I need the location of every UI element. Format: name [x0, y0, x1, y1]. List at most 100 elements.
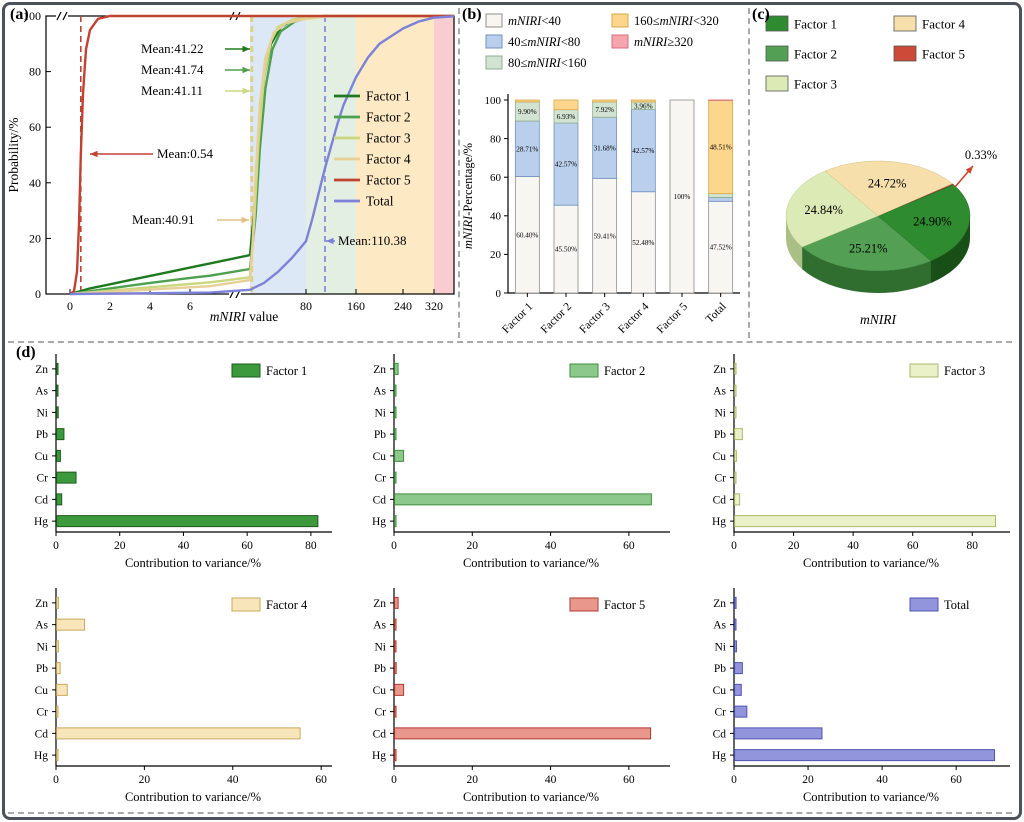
element-label: Cr [37, 707, 49, 719]
x-axis-title: Contribution to variance/% [125, 556, 261, 570]
y-tick-label: 20 [29, 231, 41, 245]
bar-hg [734, 515, 996, 528]
panel-label-a: (a) [10, 6, 29, 23]
bars [56, 362, 319, 528]
bar-cu [394, 449, 405, 462]
mean-annotation: Mean:110.38 [338, 233, 406, 248]
x-tick-label: 240 [394, 299, 412, 313]
legend-swatch [485, 55, 503, 70]
stacked-segment [630, 99, 656, 103]
x-tick-label: 40 [847, 540, 859, 552]
y-tick-label: 40 [490, 211, 502, 223]
x-tick-label: 60 [907, 540, 919, 552]
legend-label: mNIRI<40 [508, 14, 561, 28]
pie-slice-factor-1 [877, 184, 971, 262]
pie-slice-label: 25.21% [849, 241, 888, 255]
axes: Zn As Ni Pb Cu Cr Cd Hg 0 20 40 60 [712, 588, 1010, 786]
axes: Zn As Ni Pb Cu Cr Cd Hg 0 20 40 60 [372, 354, 670, 552]
pie-side [802, 247, 931, 293]
segment-label: 47.52% [710, 244, 732, 252]
bar-cd [56, 493, 63, 506]
element-label: Hg [372, 750, 386, 762]
y-axis-title: mNIRI-Percentage/% [461, 143, 475, 249]
x-tick-label: 20 [467, 540, 479, 552]
bar-cu [734, 683, 742, 696]
separator-a-b [458, 8, 460, 338]
separator-top-bottom [8, 341, 1012, 343]
bar-cd [394, 493, 652, 506]
axes: Zn As Ni Pb Cu Cr Cd Hg 0 20 40 60 80 [34, 354, 332, 552]
element-label: Zn [373, 598, 386, 610]
element-label: Cr [715, 707, 727, 719]
element-label: Ni [37, 407, 49, 419]
risk-bands [250, 16, 454, 294]
x-tick-label: 20 [788, 540, 800, 552]
mean-arrow [225, 45, 250, 53]
legend: Factor 5 [569, 597, 645, 612]
x-tick-label: 60 [315, 774, 327, 786]
segment-label: 6.93% [557, 113, 576, 121]
element-label: Hg [34, 516, 48, 528]
x-tick-label: 60 [950, 774, 962, 786]
bar-pb [394, 428, 397, 441]
bar-cu [56, 683, 68, 696]
bar-cd [734, 727, 823, 740]
element-label: Cu [713, 451, 727, 463]
legend: Factor 4 [231, 597, 308, 612]
series-factor-4 [69, 14, 454, 296]
element-label: Hg [712, 516, 726, 528]
mean-arrow [90, 150, 153, 158]
y-tick-label: 0 [496, 288, 502, 300]
x-tick-label: 6 [187, 299, 193, 313]
legend-label: Factor 3 [794, 77, 837, 92]
legend-swatch [893, 15, 917, 32]
x-tick-label: 20 [114, 540, 126, 552]
chart-d4-svg: Zn As Ni Pb Cu Cr Cd Hg 0 20 40 60 Contribution to v… [34, 588, 332, 804]
bar-ni [734, 406, 737, 419]
segment-label: 9.90% [518, 108, 537, 116]
x-axis-title: Contribution to variance/% [125, 790, 261, 804]
panel-label-c: (c) [752, 6, 770, 23]
element-label: As [373, 386, 386, 398]
x-tick-label: 0 [67, 299, 73, 313]
stacked-segment [514, 120, 540, 177]
bar-cr [56, 705, 59, 718]
x-axis-title: Contribution to variance/% [463, 790, 599, 804]
element-label: Cr [375, 473, 387, 485]
legend-swatch [485, 13, 503, 28]
legend: mNIRI<40 40≤mNIRI<80 80≤mNIRI<160 160≤mNIRI… [485, 13, 719, 70]
x-tick-label: 80 [305, 540, 317, 552]
legend-label: Factor 2 [366, 110, 411, 125]
axes: 0 20 40 60 80 100 0 2 4 6 80 160 240 320 [23, 9, 455, 313]
legend-label: 160≤mNIRI<320 [634, 14, 719, 28]
bar-as [734, 618, 737, 631]
x-tick-label: 0 [53, 774, 59, 786]
element-label: Cd [713, 494, 727, 506]
legend-swatch [611, 13, 629, 28]
legend-label: Total [366, 194, 394, 209]
mean-annotation: Mean:0.54 [157, 146, 213, 161]
element-label: Zn [35, 598, 48, 610]
bar-as [56, 618, 85, 631]
element-label: Cd [35, 728, 49, 740]
segment-label: 52.48% [632, 239, 654, 247]
x-tick-label: 0 [391, 774, 397, 786]
bar-cr [734, 705, 748, 718]
segment-label: 28.71% [516, 145, 538, 153]
element-label: Cr [715, 473, 727, 485]
legend-label: Factor 1 [794, 17, 837, 32]
element-label: Pb [374, 663, 386, 675]
bars [56, 596, 301, 762]
legend-label: mNIRI≥320 [634, 35, 693, 49]
x-axis-title: Contribution to variance/% [463, 556, 599, 570]
x-tick-label: 80 [300, 299, 312, 313]
element-label: Cu [713, 685, 727, 697]
stacked-segment [708, 99, 734, 195]
x-axis-title: mNIRI value [210, 309, 279, 324]
bar-pb [734, 428, 743, 441]
x-category-label: Total [704, 301, 729, 326]
legend-swatch [893, 45, 917, 62]
stacked-segment [553, 99, 579, 111]
legend-label: Factor 4 [266, 598, 308, 612]
legend-swatch [765, 45, 789, 62]
